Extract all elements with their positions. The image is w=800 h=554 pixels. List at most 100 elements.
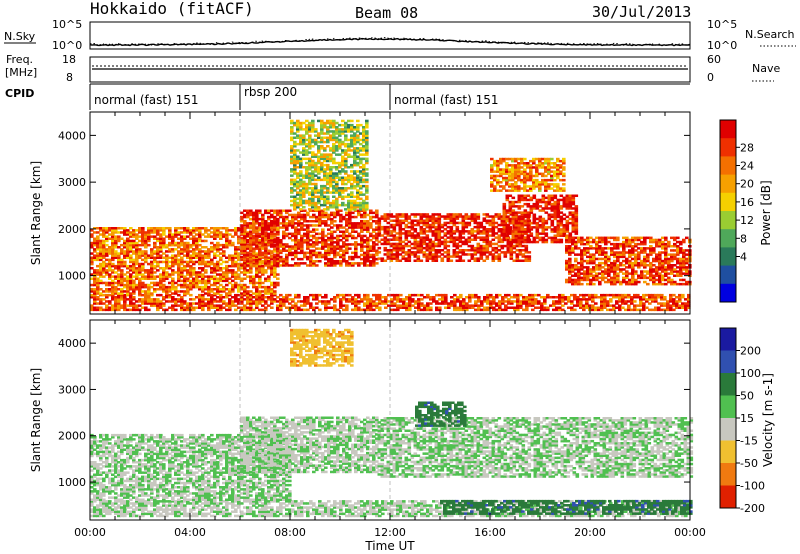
power-echo-cell: [228, 293, 232, 297]
power-echo-cell: [441, 293, 445, 297]
power-echo-cell: [273, 300, 277, 303]
power-echo-cell: [624, 302, 628, 305]
power-echo-cell: [429, 308, 433, 312]
power-echo-cell: [639, 298, 643, 301]
power-echo-cell: [93, 290, 97, 293]
power-echo-cell: [365, 119, 369, 123]
power-echo-cell: [516, 306, 520, 309]
power-echo-cell: [600, 298, 604, 301]
power-echo-cell: [363, 308, 367, 312]
power-echo-cell: [171, 304, 175, 307]
power-echo-cell: [606, 302, 610, 305]
power-echo-cell: [453, 304, 457, 307]
power-echo-cell: [246, 308, 250, 312]
power-echo-cell: [561, 296, 565, 299]
power-echo-cell: [600, 293, 604, 297]
power-echo-cell: [381, 302, 385, 305]
power-echo-cell: [111, 304, 115, 307]
power-echo-cell: [93, 239, 97, 243]
power-echo-cell: [111, 306, 115, 309]
power-echo-cell: [201, 306, 205, 309]
power-echo-cell: [426, 304, 430, 307]
power-echo-cell: [417, 306, 421, 309]
power-echo-cell: [408, 302, 412, 305]
power-echo-cell: [495, 302, 499, 305]
power-echo-cell: [369, 298, 373, 301]
nave-tick-bottom: 0: [707, 71, 714, 84]
power-echo-cell: [384, 298, 388, 301]
power-echo-cell: [603, 306, 607, 309]
power-echo-cell: [336, 293, 340, 297]
power-echo-cell: [681, 296, 685, 299]
power-echo-cell: [639, 296, 643, 299]
power-echo-cell: [189, 308, 193, 312]
power-echo-cell: [483, 300, 487, 303]
power-echo-cell: [369, 300, 373, 303]
power-echo-cell: [240, 293, 244, 297]
power-echo-cell: [678, 306, 682, 309]
power-echo-cell: [531, 293, 535, 297]
power-echo-cell: [339, 304, 343, 307]
power-echo-cell: [393, 296, 397, 299]
power-echo-cell: [480, 300, 484, 303]
power-echo-cell: [144, 250, 148, 253]
power-echo-cell: [276, 236, 280, 240]
power-echo-cell: [243, 293, 247, 297]
power-echo-cell: [405, 302, 409, 305]
power-echo-cell: [495, 304, 499, 307]
power-echo-cell: [90, 267, 94, 270]
power-echo-cell: [150, 304, 154, 307]
power-echo-cell: [510, 296, 514, 299]
nsky-label: N.Sky: [4, 30, 36, 43]
power-echo-cell: [600, 302, 604, 305]
freq-tick-bottom: 8: [66, 71, 73, 84]
power-echo-cell: [129, 296, 133, 299]
power-echo-cell: [126, 308, 130, 312]
power-echo-cell: [591, 300, 595, 303]
power-echo-cell: [222, 306, 226, 309]
power-echo-cell: [171, 306, 175, 309]
power-echo-cell: [228, 308, 232, 312]
power-echo-cell: [609, 300, 613, 303]
power-echo-cell: [345, 308, 349, 312]
power-echo-cell: [357, 293, 361, 297]
power-echo-cell: [345, 293, 349, 297]
power-echo-cell: [126, 298, 130, 301]
power-echo-cell: [618, 298, 622, 301]
power-echo-cell: [402, 306, 406, 309]
power-echo-cell: [516, 296, 520, 299]
power-echo-cell: [465, 296, 469, 299]
power-echo-cell: [120, 306, 124, 309]
power-echo-cell: [123, 306, 127, 309]
power-echo-cell: [309, 304, 313, 307]
power-echo-cell: [618, 308, 622, 312]
power-echo-cell: [258, 302, 262, 305]
power-echo-cell: [213, 293, 217, 297]
power-echo-cell: [294, 308, 298, 312]
power-echo-cell: [117, 306, 121, 309]
power-echo-cell: [357, 300, 361, 303]
power-echo-cell: [270, 298, 274, 301]
power-echo-cell: [669, 298, 673, 301]
power-echo-cell: [198, 296, 202, 299]
power-echo-cell: [192, 306, 196, 309]
power-echo-cell: [207, 304, 211, 307]
power-echo-cell: [393, 302, 397, 305]
power-echo-cell: [144, 300, 148, 303]
power-echo-cell: [369, 302, 373, 305]
power-echo-cell: [420, 293, 424, 297]
power-echo-cell: [303, 298, 307, 301]
power-echo-cell: [189, 302, 193, 305]
power-echo-cell: [240, 300, 244, 303]
power-echo-cell: [327, 300, 331, 303]
power-echo-cell: [189, 306, 193, 309]
power-echo-cell: [675, 306, 679, 309]
power-echo-cell: [180, 300, 184, 303]
power-echo-cell: [651, 300, 655, 303]
power-echo-cell: [99, 306, 103, 309]
power-echo-cell: [576, 304, 580, 307]
power-echo-cell: [324, 304, 328, 307]
power-echo-cell: [186, 304, 190, 307]
power-echo-cell: [384, 300, 388, 303]
power-echo-cell: [438, 302, 442, 305]
